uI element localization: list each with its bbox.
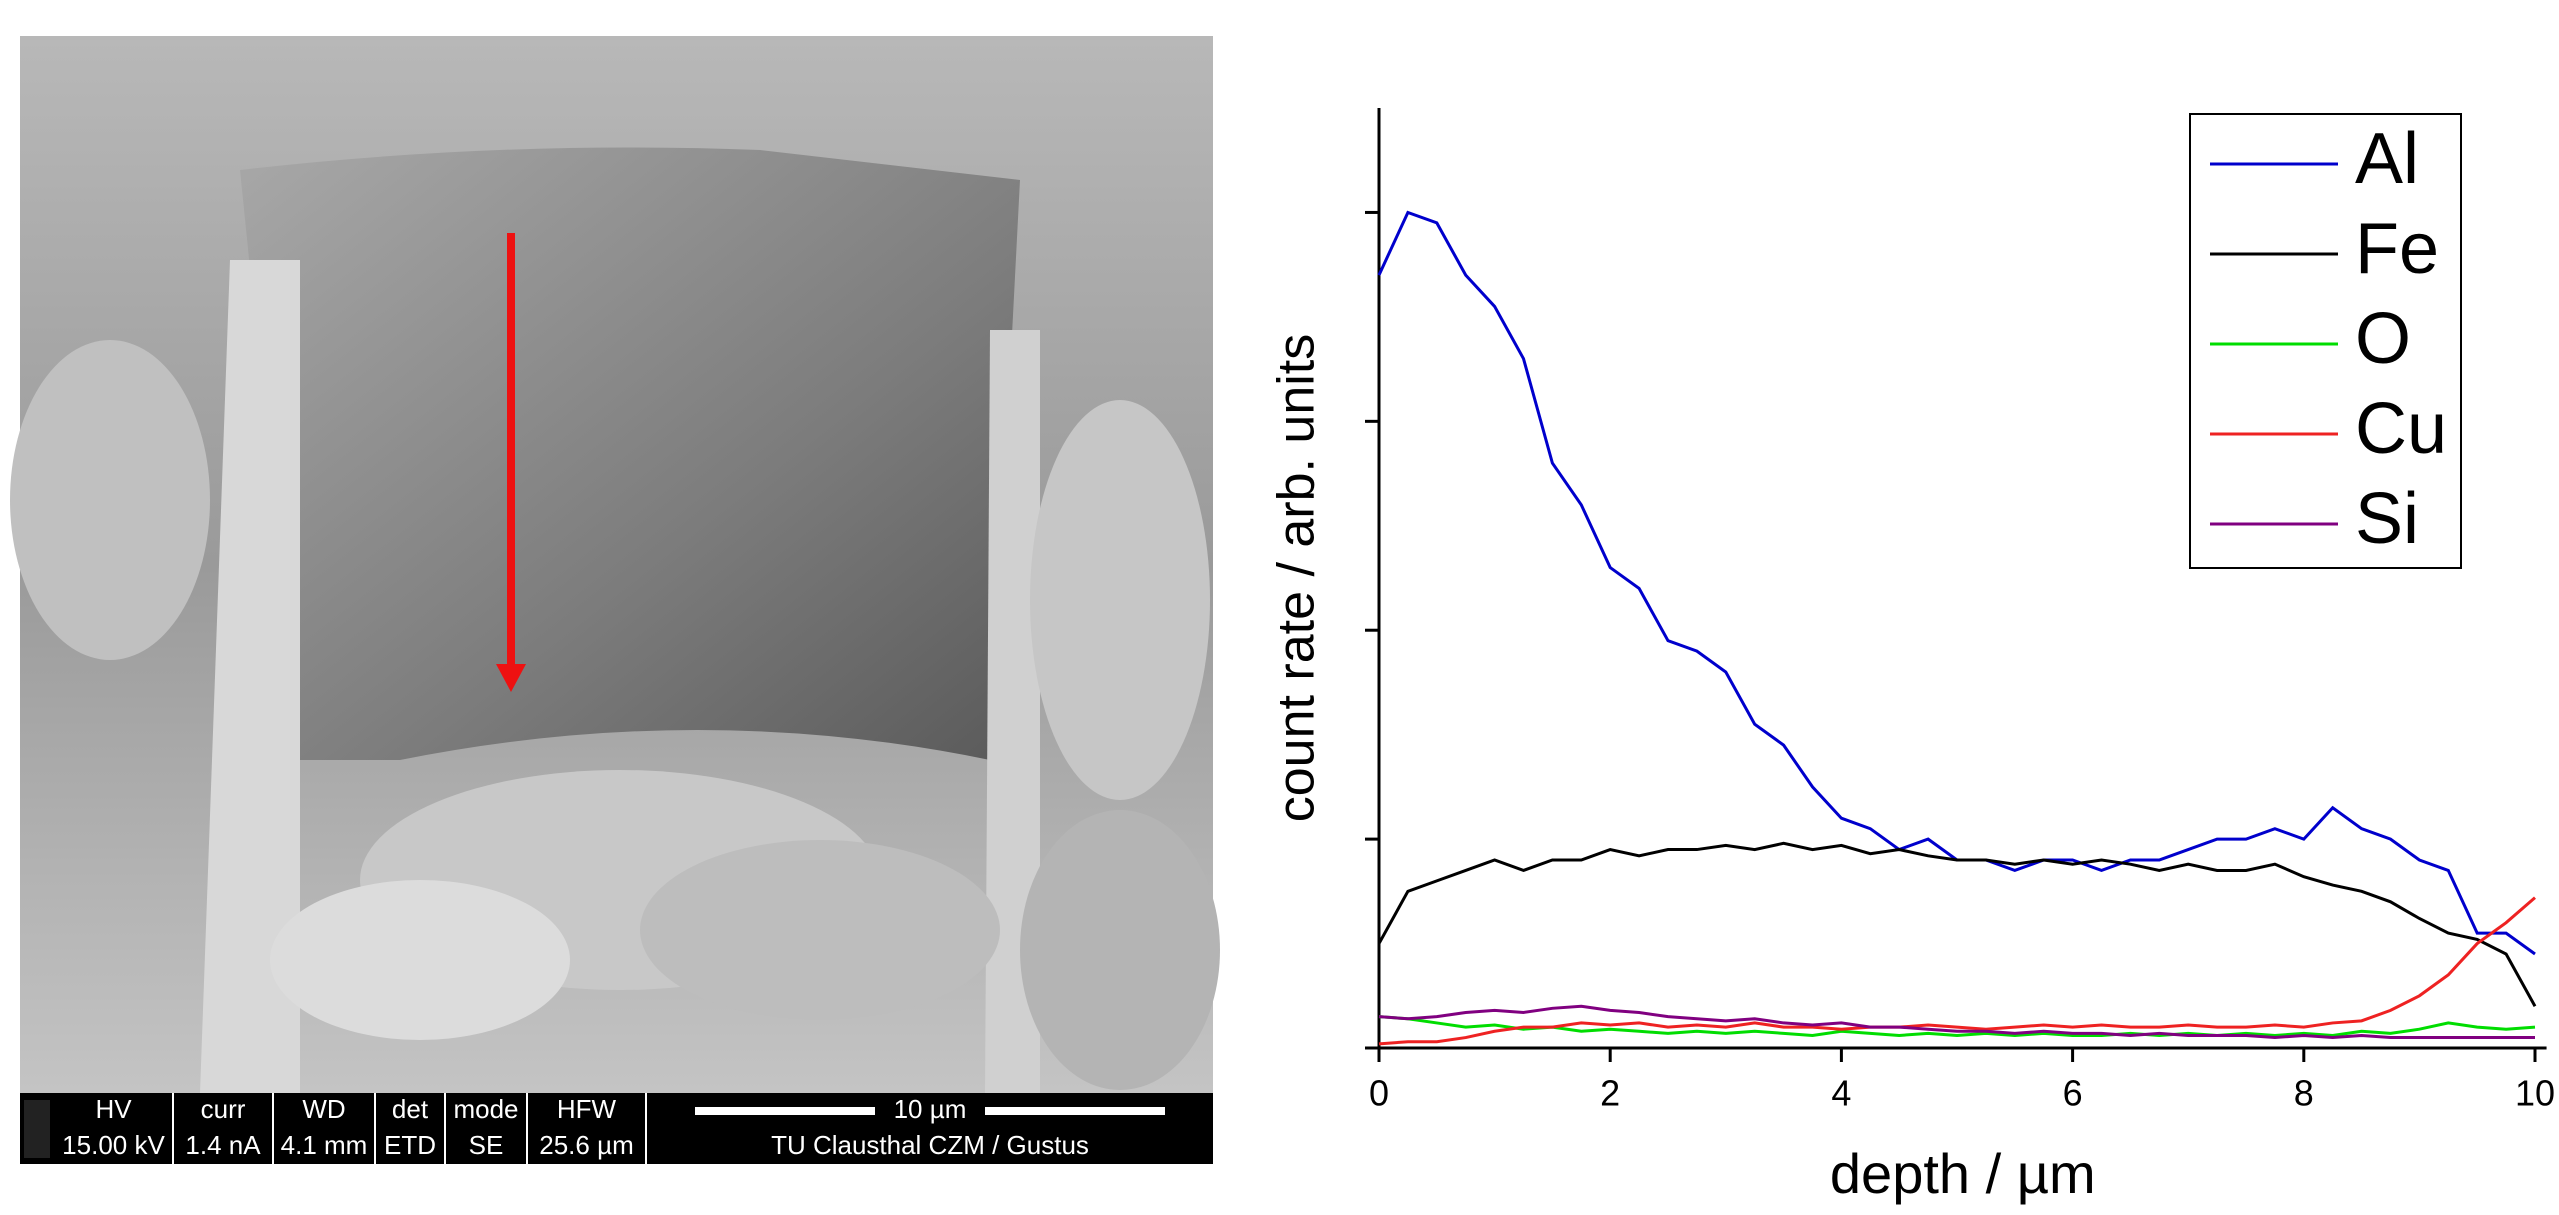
info-value: 25.6 µm (539, 1130, 633, 1160)
detector-icon (24, 1100, 50, 1158)
series-line (1378, 1004, 2535, 1040)
info-value: SE (469, 1130, 504, 1160)
x-tick-label: 0 (1369, 1073, 1389, 1114)
info-header: HFW (557, 1094, 617, 1124)
x-tick-label: 2 (1600, 1073, 1620, 1114)
info-header: WD (302, 1094, 345, 1124)
legend-label: Al (2355, 119, 2419, 199)
info-value: ETD (384, 1130, 436, 1160)
scale-bar-label: 10 µm (894, 1094, 967, 1124)
info-header: curr (201, 1094, 246, 1124)
legend-label: O (2355, 299, 2411, 379)
x-tick-label: 8 (2294, 1073, 2314, 1114)
info-value: 1.4 nA (185, 1130, 261, 1160)
info-value: 4.1 mm (281, 1130, 368, 1160)
info-header: det (392, 1094, 429, 1124)
x-tick-label: 4 (1831, 1073, 1851, 1114)
series-line (1378, 896, 2536, 1046)
x-tick-label: 6 (2063, 1073, 2083, 1114)
info-bar: HV 15.00 kV curr 1.4 nA WD 4.1 mm det ETD mode SE… (20, 1093, 1213, 1164)
sem-image (10, 36, 1220, 1093)
info-value: 15.00 kV (62, 1130, 165, 1160)
series-line (1378, 1015, 2536, 1037)
x-tick-label: 10 (2515, 1073, 2555, 1114)
info-header: mode (453, 1094, 518, 1124)
info-header: HV (95, 1094, 132, 1124)
legend-label: Cu (2355, 389, 2447, 469)
series-line (1377, 841, 2537, 1007)
legend-box (2189, 113, 2462, 569)
legend-label: Fe (2355, 209, 2439, 289)
credit: TU Clausthal CZM / Gustus (771, 1130, 1089, 1160)
y-axis-title: count rate / arb. units (1268, 334, 1326, 823)
x-axis-title: depth / µm (1830, 1142, 2096, 1205)
legend-label: Si (2355, 479, 2419, 559)
chart: 0 2 4 6 8 10 depth / µm count rate / arb. units… (1268, 108, 2555, 1205)
